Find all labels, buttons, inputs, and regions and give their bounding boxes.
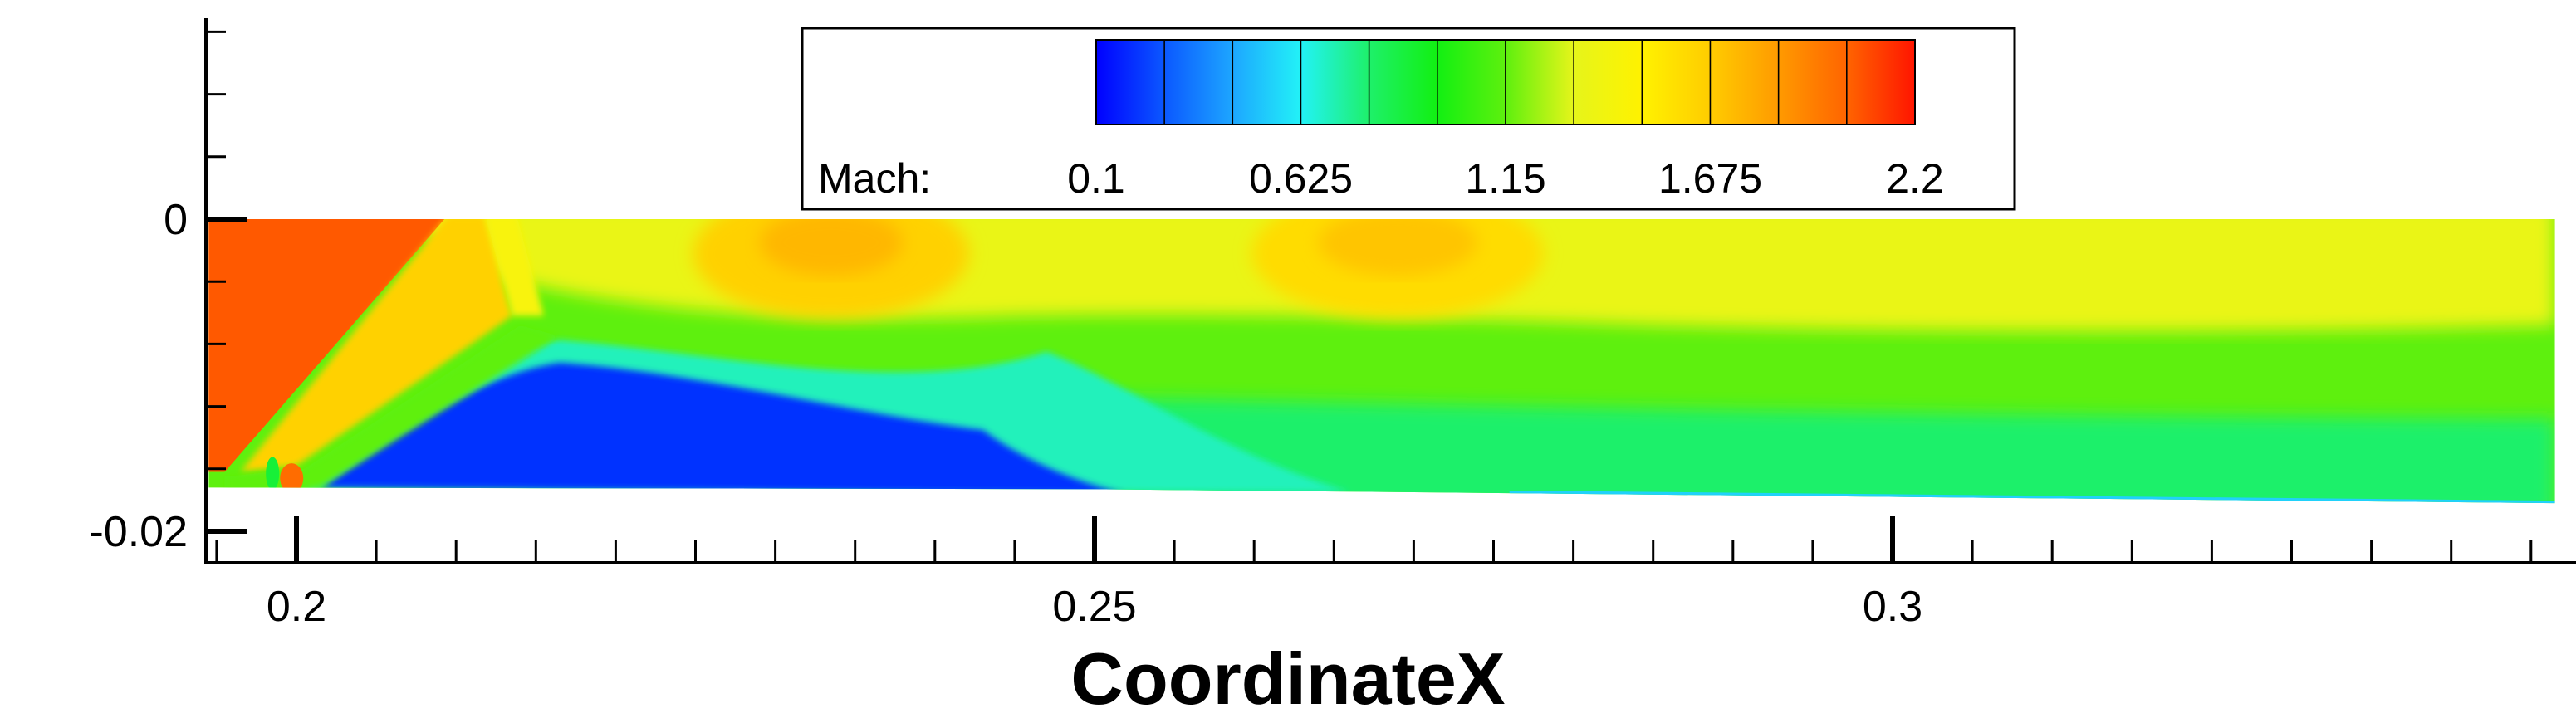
legend-swatch [1300, 39, 1370, 125]
legend-label: 0.1 [1067, 155, 1125, 202]
legend-swatch [1846, 39, 1916, 125]
shear-layer [224, 325, 561, 492]
legend-swatch [1368, 39, 1438, 125]
y-tick-label: -0.02 [89, 508, 188, 556]
jet-root [280, 463, 304, 494]
legend-swatch [1573, 39, 1643, 125]
legend: Mach: 0.1 0.625 1.15 1.675 2.2 [801, 27, 2016, 211]
x-tick-label: 0.3 [1863, 583, 1922, 631]
legend-label: 0.625 [1249, 155, 1353, 202]
axes: 0 -0.02 0.2 0.25 0.3 [89, 18, 2576, 631]
legend-swatch [1437, 39, 1506, 125]
legend-swatch [1163, 39, 1234, 125]
legend-swatch [1777, 39, 1848, 125]
separation-bubble [320, 362, 1127, 494]
wall-thin-layer [1509, 490, 2555, 504]
x-tick-label: 0.2 [267, 583, 326, 631]
x-axis-title: CoordinateX [1070, 638, 1505, 720]
inflow-core-region [208, 219, 448, 472]
legend-label: 2.2 [1886, 155, 1944, 202]
expansion-fan [240, 219, 512, 472]
shock-band [484, 219, 544, 316]
x-tick-label: 0.25 [1052, 583, 1136, 631]
legend-title: Mach: [818, 155, 931, 202]
legend-colorbar-frame [1095, 39, 1916, 125]
legend-swatch [1232, 39, 1302, 125]
legend-swatch [1641, 39, 1712, 125]
jet-root-ring [266, 457, 280, 491]
legend-label: 1.15 [1465, 155, 1545, 202]
legend-swatch [1709, 39, 1780, 125]
legend-colorbar [1095, 39, 1916, 125]
shock-cell-2-peak [1318, 219, 1477, 276]
y-tick-label: 0 [164, 196, 188, 244]
legend-label: 1.675 [1658, 155, 1762, 202]
shock-cell-1-peak [759, 219, 903, 276]
legend-swatch [1095, 39, 1165, 125]
contour-field [208, 219, 2555, 504]
legend-swatch [1505, 39, 1574, 125]
